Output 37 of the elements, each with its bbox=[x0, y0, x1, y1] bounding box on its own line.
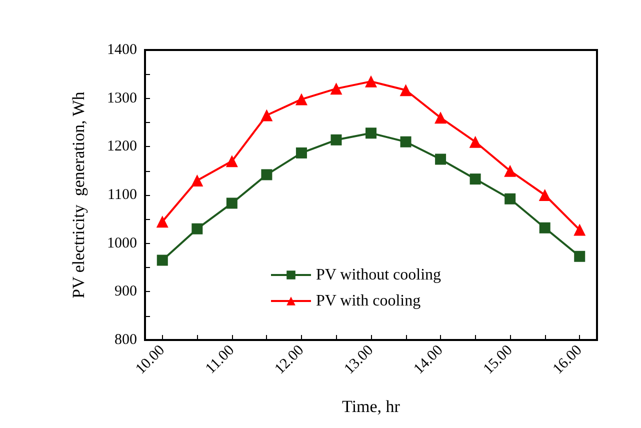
point bbox=[296, 147, 307, 158]
point bbox=[434, 112, 447, 124]
point bbox=[156, 254, 168, 266]
point bbox=[574, 224, 586, 236]
y-tick-label: 1200 bbox=[107, 138, 137, 155]
y-tick-label: 1000 bbox=[107, 235, 137, 252]
y-tick-label: 1300 bbox=[107, 90, 137, 106]
point bbox=[366, 128, 376, 139]
x-axis-title: Time, hr bbox=[342, 397, 400, 416]
point bbox=[226, 155, 238, 168]
point bbox=[330, 82, 342, 95]
point bbox=[226, 198, 238, 209]
point bbox=[330, 134, 342, 146]
legend-label: PV with cooling bbox=[316, 292, 421, 310]
point bbox=[469, 136, 482, 148]
point bbox=[295, 93, 308, 106]
point bbox=[365, 75, 377, 88]
point bbox=[260, 109, 273, 122]
point bbox=[400, 84, 412, 96]
point bbox=[470, 174, 481, 185]
point bbox=[538, 189, 551, 201]
point bbox=[435, 154, 446, 165]
point bbox=[539, 222, 550, 234]
point bbox=[191, 174, 204, 186]
y-tick-label: 900 bbox=[114, 284, 137, 300]
point bbox=[400, 136, 412, 148]
point bbox=[261, 169, 272, 180]
y-tick-label: 800 bbox=[114, 332, 137, 348]
y-tick-label: 1100 bbox=[108, 187, 137, 203]
point bbox=[504, 193, 516, 204]
y-axis-title: PV electricity generation, Wh bbox=[69, 91, 88, 298]
y-tick-label: 1400 bbox=[107, 42, 137, 58]
legend-label: PV without cooling bbox=[316, 266, 442, 284]
point bbox=[574, 250, 586, 262]
point bbox=[156, 216, 168, 228]
point bbox=[504, 164, 516, 177]
point bbox=[192, 223, 203, 234]
